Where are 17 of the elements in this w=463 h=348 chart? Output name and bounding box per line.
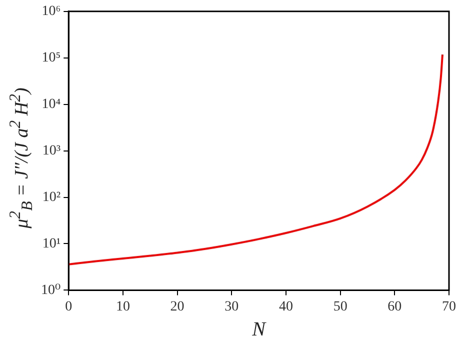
y-tick-label: 10⁶ xyxy=(42,4,61,20)
line-series xyxy=(68,54,444,266)
y-tick-label: 10³ xyxy=(42,143,61,158)
x-tick-label: 40 xyxy=(278,299,293,314)
y-tick-label: 10⁰ xyxy=(40,282,61,298)
x-tick-label: 60 xyxy=(388,299,402,314)
x-tick-label: 70 xyxy=(442,299,456,314)
y-tick-label: 10⁵ xyxy=(42,50,61,66)
x-tick-label: 30 xyxy=(224,299,239,314)
y-tick-label: 10⁴ xyxy=(42,97,61,112)
y-tick-label: 10² xyxy=(42,190,61,205)
x-tick-label: 20 xyxy=(170,299,184,314)
x-tick-label: 0 xyxy=(65,299,72,314)
y-tick-label: 10¹ xyxy=(42,236,61,252)
x-tick-label: 50 xyxy=(333,299,348,314)
x-axis-title: N xyxy=(251,318,268,340)
x-tick-label: 10 xyxy=(116,299,130,314)
